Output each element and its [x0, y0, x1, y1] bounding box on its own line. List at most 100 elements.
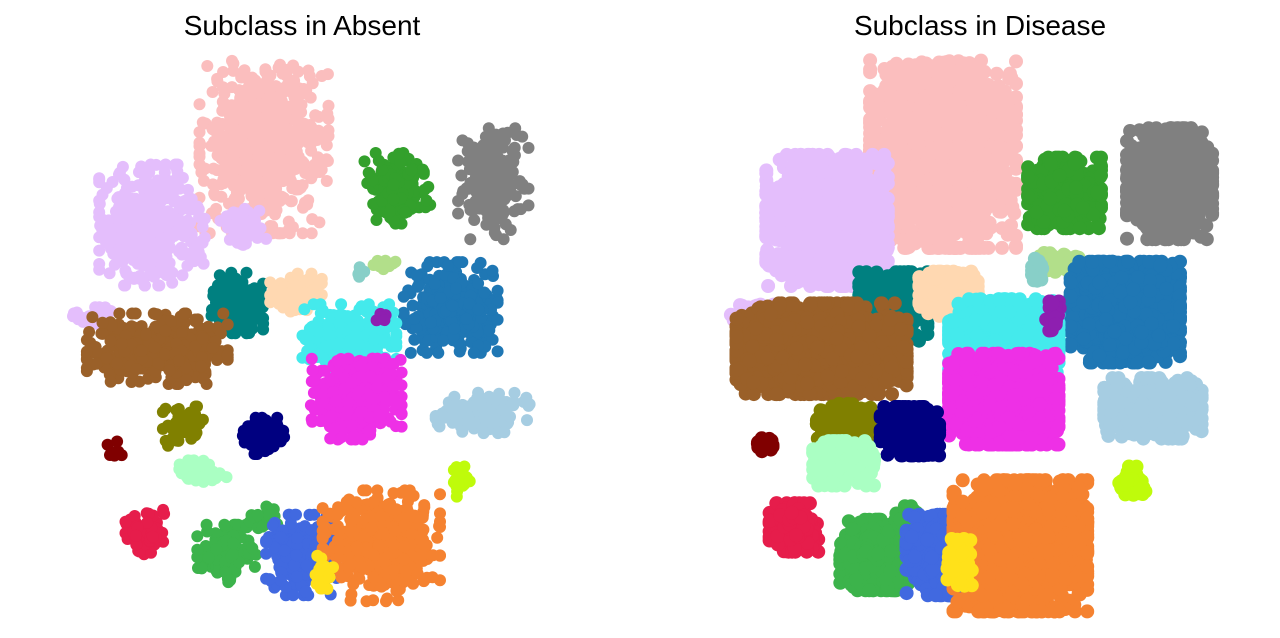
scatter-point: [294, 181, 307, 194]
scatter-point: [141, 516, 154, 529]
scatter-point: [224, 574, 237, 587]
scatter-point: [176, 269, 189, 282]
scatter-point: [235, 305, 248, 318]
scatter-point: [387, 564, 400, 577]
scatter-point: [176, 247, 189, 260]
scatter-point: [321, 68, 334, 81]
scatter-panel-absent: Subclass in Absent: [67, 10, 536, 608]
scatter-point: [348, 430, 361, 443]
scatter-point: [318, 364, 331, 377]
scatter-point: [93, 263, 106, 276]
scatter-point: [145, 546, 157, 559]
scatter-point: [378, 314, 391, 327]
scatter-point: [515, 179, 527, 192]
scatter-point: [238, 115, 250, 128]
scatter-point: [404, 346, 417, 359]
scatter-point: [286, 182, 299, 195]
scatter-point: [316, 516, 329, 529]
scatter-point: [248, 560, 261, 573]
scatter-point: [372, 409, 385, 422]
scatter-point: [263, 573, 276, 586]
scatter-point: [418, 183, 431, 196]
scatter-point: [299, 585, 312, 598]
scatter-point: [125, 224, 138, 237]
scatter-point: [363, 411, 376, 424]
scatter-point: [399, 318, 412, 331]
scatter-point: [225, 143, 238, 156]
scatter-point: [297, 157, 310, 170]
scatter-point: [226, 303, 239, 316]
scatter-point: [185, 193, 198, 205]
scatter-point: [322, 124, 335, 137]
scatter-point: [420, 194, 433, 207]
scatter-point: [170, 404, 183, 417]
chart-title: Subclass in Disease: [640, 10, 1280, 42]
scatter-point: [269, 119, 282, 131]
cluster-6: [367, 254, 402, 276]
scatter-point: [345, 419, 358, 432]
scatter-point: [305, 352, 318, 365]
scatter-point: [189, 315, 202, 328]
scatter-point: [390, 336, 403, 349]
scatter-point: [352, 385, 365, 398]
scatter-point: [221, 349, 234, 361]
scatter-point: [150, 203, 163, 216]
scatter-point: [367, 548, 380, 561]
scatter-point: [191, 400, 203, 413]
scatter-point: [378, 391, 391, 403]
scatter-point: [335, 298, 348, 311]
scatter-point: [461, 400, 474, 413]
scatter-point: [224, 277, 237, 290]
scatter-point: [464, 233, 477, 246]
scatter-point: [408, 333, 421, 346]
scatter-point: [456, 425, 469, 438]
scatter-point: [264, 296, 277, 309]
scatter-point: [218, 518, 231, 531]
scatter-point: [274, 531, 287, 544]
scatter-point: [509, 122, 522, 135]
scatter-point: [471, 262, 484, 274]
scatter-point: [113, 307, 126, 320]
scatter-point: [333, 336, 346, 349]
scatter-point: [239, 154, 252, 167]
scatter-point: [206, 303, 218, 316]
scatter-point: [414, 533, 427, 546]
scatter-point: [320, 139, 333, 152]
scatter-point: [375, 510, 388, 523]
scatter-point: [156, 406, 169, 418]
scatter-point: [158, 220, 171, 233]
scatter-point: [205, 139, 218, 152]
scatter-point: [410, 269, 423, 282]
scatter-point: [266, 153, 279, 166]
scatter-point: [199, 162, 212, 175]
scatter-point: [93, 194, 106, 207]
scatter-point: [388, 524, 401, 537]
scatter-point: [116, 337, 128, 350]
cluster-2: [214, 202, 273, 251]
scatter-point: [148, 341, 161, 354]
scatter-point: [196, 116, 209, 129]
scatter-point: [424, 316, 437, 329]
scatter-point: [195, 360, 208, 373]
scatter-point: [335, 571, 348, 584]
scatter-point: [251, 508, 264, 521]
scatter-point: [281, 289, 294, 301]
scatter-point: [240, 215, 253, 228]
scatter-point: [150, 308, 163, 321]
scatter-point: [282, 137, 295, 149]
scatter-point: [486, 333, 499, 346]
scatter-point: [331, 509, 344, 522]
scatter-point: [312, 403, 325, 416]
scatter-point: [227, 57, 240, 70]
scatter-point: [315, 272, 328, 285]
scatter-point: [367, 392, 380, 405]
scatter-point: [128, 510, 141, 522]
scatter-point: [173, 182, 186, 195]
scatter-point: [296, 227, 309, 240]
scatter-point: [135, 344, 148, 357]
scatter-point: [349, 328, 362, 341]
scatter-point: [285, 195, 298, 208]
scatter-point: [472, 386, 485, 399]
scatter-point: [180, 374, 193, 387]
scatter-point: [314, 582, 327, 595]
